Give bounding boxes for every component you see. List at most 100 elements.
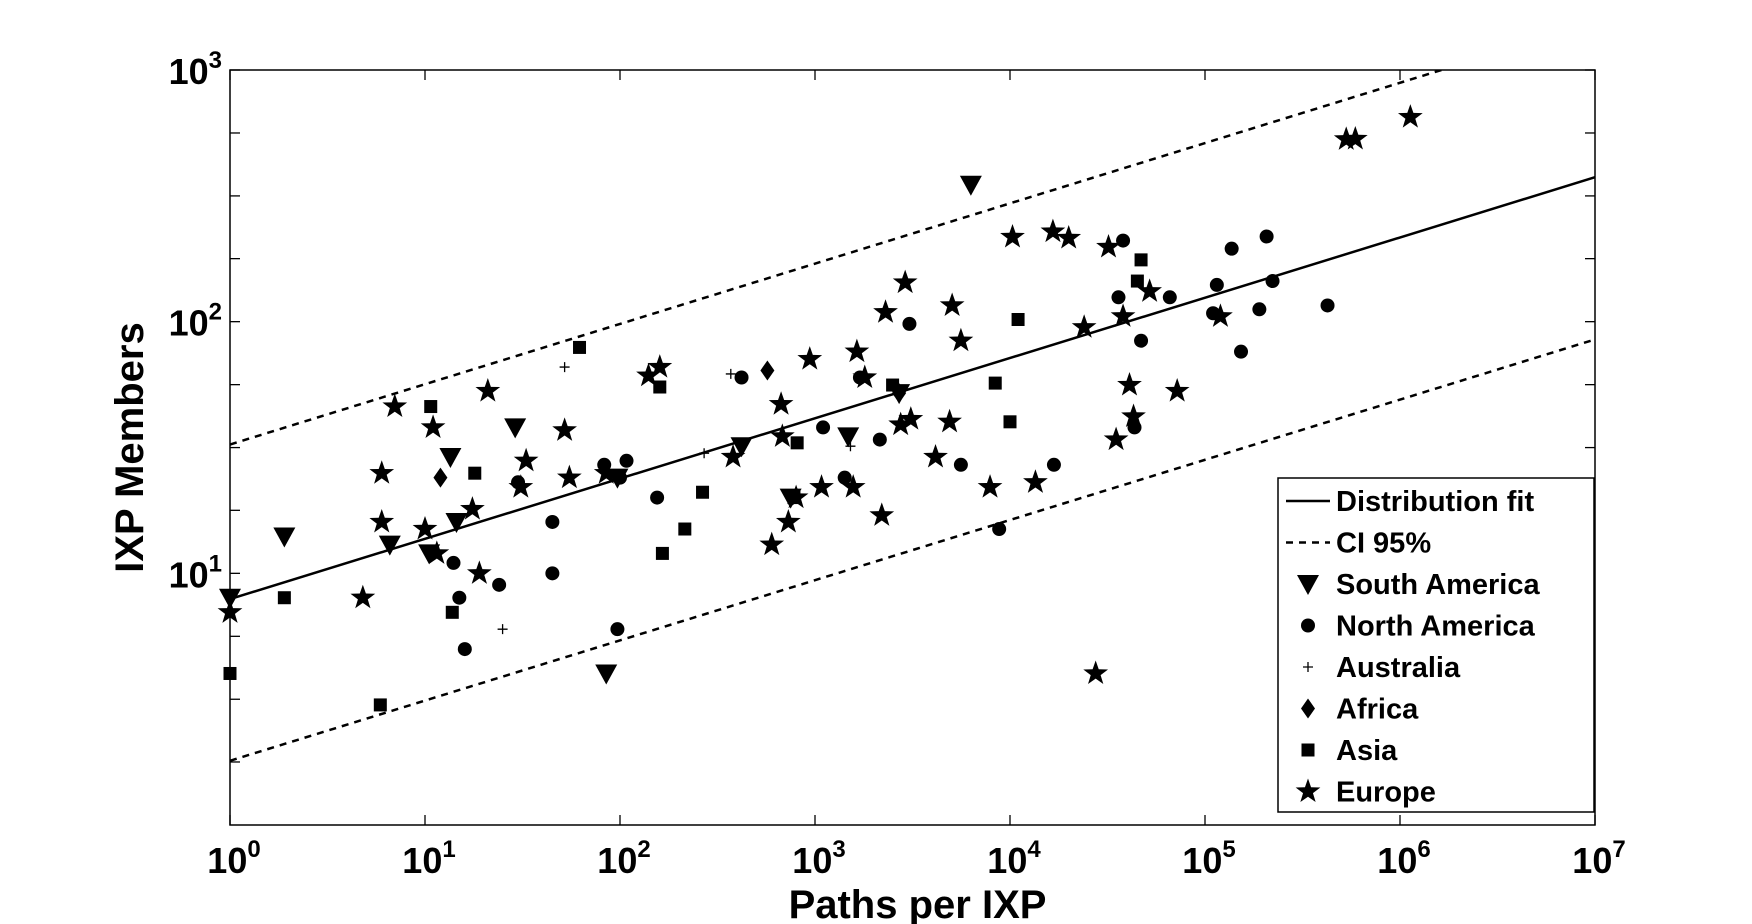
north-america-point [992,522,1007,537]
ci-95-line [230,338,1595,762]
europe-point [1121,403,1146,427]
europe-point [840,474,866,498]
europe-point [647,354,673,378]
north-america-point [816,420,831,435]
north-america-point [1320,298,1335,313]
europe-point [513,447,539,472]
africa-point [760,360,775,381]
y-tick-label: 102 [169,299,222,344]
europe-point [1056,225,1082,249]
asia-point [445,605,459,619]
north-america-point [1265,274,1280,289]
x-tick-label-base: 10 [1572,840,1612,881]
south-america-point [439,447,462,468]
europe-point [1342,125,1368,150]
south-america-point [837,427,860,448]
north-america-point [837,470,852,485]
europe-point [508,474,534,498]
legend-label: Europe [1336,777,1436,809]
x-tick-label: 101 [402,836,455,881]
europe-point [809,474,834,498]
north-america-point [619,453,634,468]
europe-point [852,364,878,389]
europe-point [636,362,661,387]
europe-point [1110,303,1136,327]
north-america-point [872,432,887,447]
legend: Distribution fit CI 95% South America North… [1277,477,1595,813]
legend-swatch [1295,778,1321,803]
x-tick-label-base: 10 [402,840,442,881]
australia-point [845,441,856,452]
europe-point [369,508,395,533]
series-australia [497,362,856,635]
x-tick-label-exponent: 0 [247,836,260,863]
australia-point [699,448,710,459]
north-america-point [650,490,665,505]
legend-item: Australia [1303,652,1461,684]
x-tick-label-exponent: 5 [1222,836,1235,863]
asia-point [223,666,237,680]
north-america-point [1259,229,1274,244]
x-axis-title: Paths per IXP [789,883,1047,924]
south-america-point [219,588,241,609]
south-america-point [595,664,618,685]
y-tick-label: 103 [169,47,222,92]
europe-point [844,338,870,363]
south-america-point [959,175,982,196]
asia-point [696,485,710,499]
north-america-point [1162,290,1177,305]
europe-point [1333,126,1359,150]
north-america-point [1209,277,1224,292]
europe-point [460,496,485,520]
australia-point [725,368,736,379]
europe-point [217,599,243,623]
x-tick-label-exponent: 2 [637,836,650,863]
series-asia [223,253,1148,712]
asia-point [424,400,438,414]
asia-point [790,436,804,450]
europe-point [1117,372,1142,396]
europe-point [769,423,795,447]
series-europe [217,104,1423,684]
y-tick-label-base: 10 [169,554,209,595]
x-tick-label: 107 [1572,836,1625,881]
north-america-point [610,622,625,637]
europe-point [382,393,408,418]
europe-point [873,299,898,323]
x-tick-label: 106 [1377,836,1430,881]
north-america-point [446,555,461,570]
legend-item: Europe [1295,777,1436,809]
x-tick-label-base: 10 [987,840,1027,881]
north-america-point [734,370,749,385]
north-america-point [452,590,467,605]
north-america-point [1134,333,1149,348]
legend-item: Africa [1301,694,1419,726]
x-tick-label-exponent: 4 [1027,836,1041,863]
europe-point [552,417,577,441]
legend-swatch [1297,575,1319,595]
x-tick-label-base: 10 [792,840,832,881]
legend-swatch [1301,698,1315,719]
north-america-point [1116,233,1131,248]
europe-point [1137,278,1162,302]
europe-point [350,584,376,609]
y-tick-label-exponent: 2 [209,299,222,326]
europe-point [412,516,438,540]
europe-point [1023,469,1048,493]
south-america-point [504,418,527,439]
y-tick-label-exponent: 1 [209,550,222,577]
x-tick-label-exponent: 3 [832,836,845,863]
y-tick-label-base: 10 [169,303,209,344]
series-north-america [446,229,1335,657]
europe-point [1071,314,1097,338]
europe-point [783,484,809,509]
legend-label: North America [1336,611,1536,643]
asia-point [1134,253,1148,267]
europe-point [369,460,395,484]
europe-point [557,464,582,489]
legend-item: Asia [1301,735,1398,767]
europe-point [466,560,492,584]
europe-point [898,406,924,430]
